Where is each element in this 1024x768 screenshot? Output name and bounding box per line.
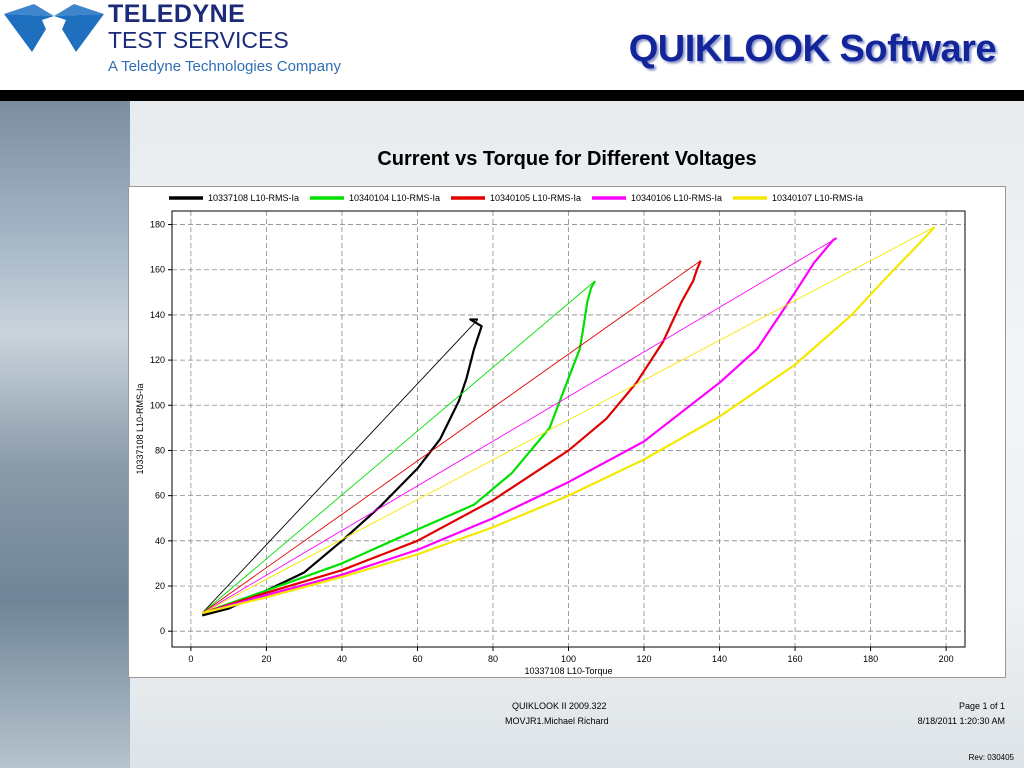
footer-user: MOVJR1.Michael Richard	[505, 716, 609, 726]
series-return-line	[201, 237, 837, 614]
x-tick-label: 140	[712, 654, 727, 664]
brand-subtitle: TEST SERVICES	[108, 27, 289, 53]
footer-version: QUIKLOOK II 2009.322	[512, 701, 607, 711]
y-tick-label: 20	[155, 581, 165, 591]
x-tick-label: 120	[637, 654, 652, 664]
legend-label: 10340106 L10-RMS-Ia	[631, 193, 722, 203]
y-tick-label: 140	[150, 310, 165, 320]
series-return-line	[201, 226, 936, 614]
y-tick-label: 60	[155, 491, 165, 501]
y-tick-label: 180	[150, 220, 165, 230]
app-title: QUIKLOOK Software	[628, 28, 997, 70]
legend-label: 10340107 L10-RMS-Ia	[772, 193, 863, 203]
x-tick-label: 180	[863, 654, 878, 664]
x-axis-title: 10337108 L10-Torque	[524, 666, 612, 676]
series-return-line	[201, 319, 479, 614]
series-return-line	[201, 280, 596, 614]
brand-name: TELEDYNE	[108, 0, 246, 28]
brand-tagline: A Teledyne Technologies Company	[108, 58, 341, 75]
series-return-line	[201, 260, 701, 614]
x-tick-label: 0	[188, 654, 193, 664]
y-axis-title: 10337108 L10-RMS-Ia	[135, 383, 145, 474]
header-divider	[0, 90, 1024, 101]
x-tick-label: 40	[337, 654, 347, 664]
footer-datetime: 8/18/2011 1:20:30 AM	[917, 716, 1005, 726]
y-tick-label: 100	[150, 400, 165, 410]
legend-label: 10337108 L10-RMS-Ia	[208, 193, 299, 203]
series-line	[201, 318, 483, 617]
chart-legend: 10337108 L10-RMS-Ia 10340104 L10-RMS-Ia 10…	[169, 193, 863, 203]
x-tick-label: 60	[412, 654, 422, 664]
footer-page-number: Page 1 of 1	[958, 701, 1005, 711]
x-tick-label: 100	[561, 654, 576, 664]
y-tick-label: 160	[150, 265, 165, 275]
y-axis-ticks: 0 20 40 60 80 100 120 140 160 180	[150, 220, 172, 636]
x-tick-label: 200	[939, 654, 954, 664]
series-layer	[201, 226, 936, 617]
series-line	[201, 280, 596, 615]
legend-label: 10340104 L10-RMS-Ia	[349, 193, 440, 203]
footer-revision: Rev: 030405	[968, 753, 1014, 762]
x-tick-label: 160	[788, 654, 803, 664]
chart-panel: 10337108 L10-RMS-Ia 10340104 L10-RMS-Ia 10…	[128, 186, 1006, 678]
x-axis-ticks: 0 20 40 60 80 100 120 140 160 180 200	[188, 647, 954, 664]
header: TELEDYNE TEST SERVICES A Teledyne Techno…	[0, 0, 1024, 88]
series-line	[201, 260, 702, 615]
y-tick-label: 40	[155, 536, 165, 546]
y-tick-label: 120	[150, 355, 165, 365]
x-tick-label: 80	[488, 654, 498, 664]
y-tick-label: 0	[160, 626, 165, 636]
legend-label: 10340105 L10-RMS-Ia	[490, 193, 581, 203]
series-line	[201, 237, 838, 615]
decorative-photo-collage	[0, 101, 130, 768]
teledyne-logo-icon	[4, 4, 104, 52]
x-tick-label: 20	[261, 654, 271, 664]
chart-title: Current vs Torque for Different Voltages	[377, 148, 757, 170]
line-chart: 10337108 L10-RMS-Ia 10340104 L10-RMS-Ia 10…	[135, 193, 966, 676]
y-tick-label: 80	[155, 445, 165, 455]
series-line	[201, 226, 936, 615]
